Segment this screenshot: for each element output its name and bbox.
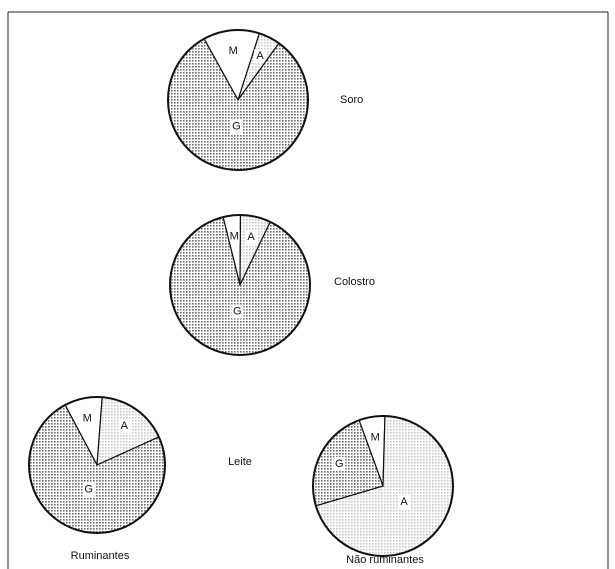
- slice-label-box: [82, 482, 95, 497]
- slice-label: G: [84, 483, 93, 495]
- pie-outline: [312, 415, 454, 557]
- pie-outline: [169, 214, 311, 356]
- slice-label-box: [398, 495, 411, 510]
- pie-title: Soro: [340, 94, 363, 106]
- slice-label: M: [371, 432, 380, 444]
- slice-label: A: [121, 420, 129, 432]
- slice-label: A: [400, 496, 408, 508]
- slice-label-box: [333, 456, 346, 471]
- slice-label-box: [230, 119, 243, 134]
- pie-title: Ruminantes: [71, 550, 130, 562]
- slice-label: A: [256, 50, 264, 62]
- pie-title: Colostro: [334, 276, 375, 288]
- slice-label-box: [245, 230, 258, 245]
- group-label: Leite: [228, 456, 252, 468]
- slice-label-box: [81, 411, 94, 426]
- slice-label: M: [230, 230, 239, 242]
- slice-label-box: [118, 419, 131, 434]
- slice-label: G: [335, 458, 344, 470]
- slice-label: G: [233, 305, 242, 317]
- slice-label: M: [83, 412, 92, 424]
- slice-label: G: [232, 120, 241, 132]
- slice-label-box: [228, 229, 241, 244]
- slice-label-box: [231, 304, 244, 319]
- pie-outline: [167, 29, 309, 171]
- slice-label: M: [229, 45, 238, 57]
- pie-title: Não ruminantes: [346, 554, 424, 566]
- pie-outline: [28, 396, 166, 534]
- slice-label-box: [369, 430, 382, 445]
- slice-label: A: [247, 231, 255, 243]
- slice-label-box: [227, 44, 240, 59]
- slice-label-box: [254, 49, 267, 64]
